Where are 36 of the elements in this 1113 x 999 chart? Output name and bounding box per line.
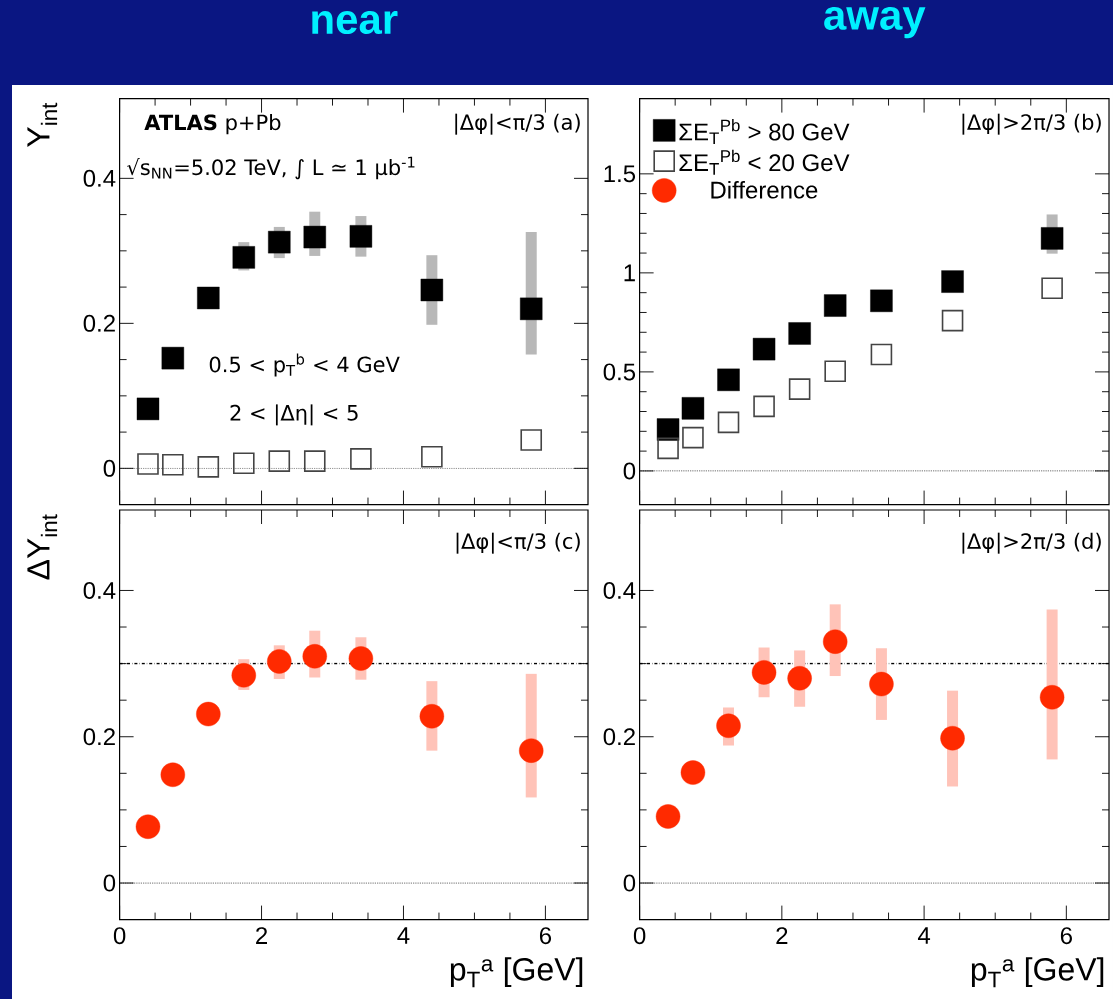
annotation: 2 < |Δη| < 5 xyxy=(230,404,358,426)
x-axis-title: p$_{T}$$^{a}$ [GeV] xyxy=(971,957,1104,988)
y-tick-label: 0.5 xyxy=(603,363,636,381)
x-tick-label: 6 xyxy=(539,927,552,945)
y-tick-label: 0.2 xyxy=(83,728,115,746)
x-tick-label: 2 xyxy=(776,927,788,944)
legend-label: Difference xyxy=(711,180,818,199)
x-tick-label: 4 xyxy=(917,927,931,944)
y-axis-title: ΔY$_{int}$ xyxy=(27,514,58,580)
y-tick-label: 0 xyxy=(103,874,116,892)
annotation: 0.5 < p$_{T}$$^{b}$ < 4 GeV xyxy=(209,353,400,377)
y-axis-title: Y$_{int}$ xyxy=(27,102,58,147)
y-tick-label: 0.4 xyxy=(83,581,116,599)
annotation: |Δφ|>2π/3 (d) xyxy=(962,532,1101,554)
y-tick-label: 0.4 xyxy=(603,581,636,599)
chart-title: near xyxy=(312,11,398,35)
y-tick-label: 0 xyxy=(103,459,116,477)
y-tick-label: 0 xyxy=(623,462,636,480)
x-tick-label: 2 xyxy=(256,927,268,944)
annotation: ATLAS p+Pb xyxy=(144,114,281,135)
y-tick-label: 0.2 xyxy=(603,728,635,746)
x-tick-label: 4 xyxy=(397,927,410,944)
legend-label: ΣE$_{T}$$^{Pb}$ < 20 GeV xyxy=(679,149,850,175)
y-tick-label: 1 xyxy=(624,264,635,282)
y-tick-label: 0.4 xyxy=(83,169,116,187)
y-tick-label: 1.5 xyxy=(604,165,636,183)
y-tick-label: 0 xyxy=(623,874,636,892)
chart-title: away xyxy=(824,6,926,39)
x-axis-title: p$_{T}$$^{a}$ [GeV] xyxy=(450,957,583,988)
annotation: |Δφ|>2π/3 (b) xyxy=(962,113,1101,135)
legend-label: ΣE$_{T}$$^{Pb}$ > 80 GeV xyxy=(679,119,850,144)
x-tick-label: 6 xyxy=(1060,927,1072,945)
y-tick-label: 0.2 xyxy=(83,314,115,332)
annotation: |Δφ|<π/3 (c) xyxy=(456,532,580,554)
annotation: √s$_{NN}$=5.02 TeV, ∫ L ≃ 1 μb$^{-1}$ xyxy=(127,156,415,180)
annotation: |Δφ|<π/3 (a) xyxy=(455,113,580,135)
